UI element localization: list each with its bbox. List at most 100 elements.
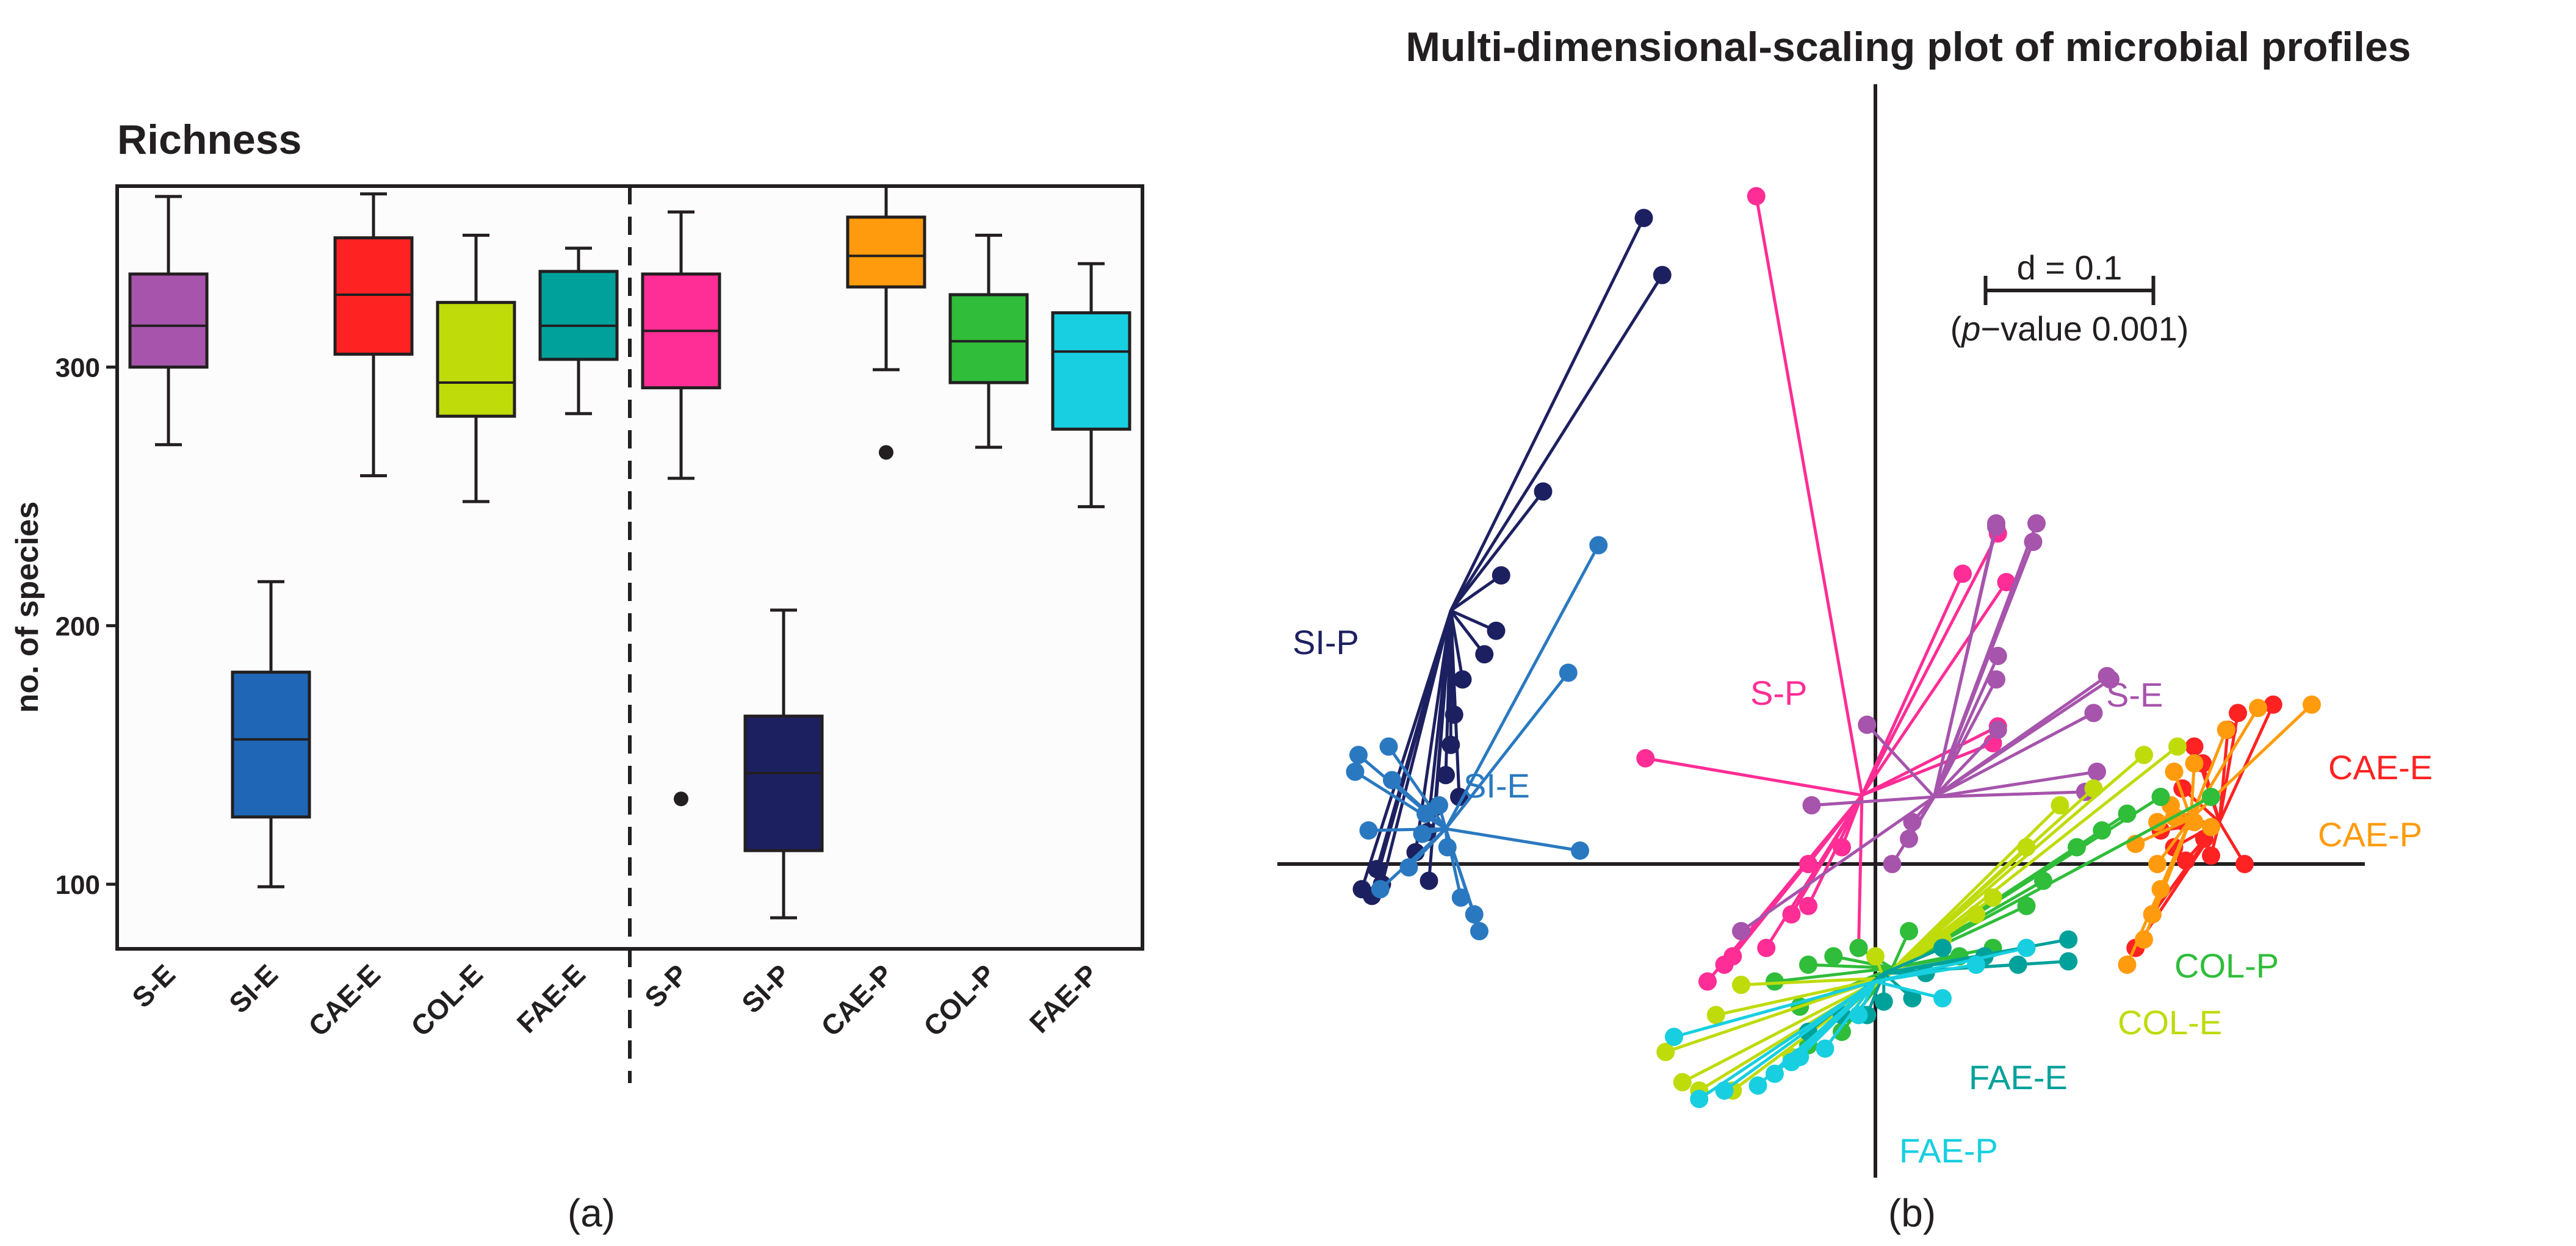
panel-b-label: (b) [1888, 1191, 1936, 1235]
spoke-si-p-14 [1360, 610, 1452, 890]
spoke-fae-p-1 [1875, 963, 1977, 983]
point-si-p-17 [1420, 871, 1438, 890]
point-si-e-2 [1571, 841, 1589, 860]
point-cae-p-13 [2143, 905, 2162, 924]
point-s-e-3 [2024, 533, 2043, 551]
spoke-col-e-12 [1681, 976, 1885, 1084]
point-col-p-3 [2093, 821, 2112, 840]
spoke-col-e-4 [1883, 846, 2028, 979]
spoke-s-p-4 [1860, 581, 2008, 796]
series-s-p [1636, 187, 2016, 991]
x-tick-label-s-p: S-P [638, 958, 694, 1014]
point-s-e-14 [2088, 762, 2106, 781]
point-fae-p-1 [1967, 956, 1985, 974]
point-col-p-10 [1849, 938, 1868, 957]
spoke-s-p-5 [1861, 725, 1999, 797]
point-fae-e-1 [2059, 952, 2078, 971]
box-iqr-cae-p [846, 215, 926, 289]
point-cae-e-9 [2202, 846, 2220, 865]
point-col-e-2 [2084, 779, 2103, 798]
series-col-e [1656, 737, 2187, 1100]
point-si-e-8 [1430, 796, 1448, 815]
point-si-p-13 [1368, 860, 1387, 879]
spoke-col-p-13 [1774, 967, 1892, 983]
point-cae-e-8 [2235, 855, 2254, 873]
spoke-si-p-5 [1449, 610, 1486, 655]
point-col-p-0 [2202, 788, 2220, 806]
point-fae-e-2 [2008, 956, 2027, 974]
spoke-fae-e-4 [1883, 946, 1943, 975]
point-si-e-1 [1559, 663, 1578, 682]
spoke-s-p-14 [1807, 794, 1863, 865]
spoke-cae-p-11 [2156, 818, 2193, 865]
point-fae-p-11 [1665, 1028, 1683, 1046]
mds-plot-panel: Multi-dimensional-scaling plot of microb… [1277, 24, 2433, 1235]
y-tick-label-200: 200 [56, 611, 100, 641]
point-s-p-1 [1636, 749, 1655, 768]
spoke-s-p-1 [1645, 757, 1863, 797]
group-label-si-e: SI-E [1463, 766, 1530, 805]
point-cae-p-12 [2151, 880, 2170, 899]
box-iqr-fae-p [1051, 311, 1131, 431]
group-label-cae-e: CAE-E [2328, 748, 2433, 787]
panel-a-label: (a) [568, 1191, 615, 1235]
x-tick-label-col-e: COL-E [405, 958, 489, 1042]
point-si-e-9 [1416, 804, 1435, 823]
point-si-e-12 [1399, 858, 1418, 877]
point-col-p-11 [1824, 947, 1843, 966]
point-fae-e-6 [1903, 989, 1922, 1007]
scale-bar: d = 0.1 (p−value 0.001) [1950, 248, 2189, 348]
spoke-fae-p-2 [1875, 980, 1943, 1000]
point-cae-p-15 [2118, 956, 2137, 974]
spoke-si-p-2 [1449, 490, 1545, 612]
point-cae-p-3 [2185, 754, 2204, 772]
point-si-e-5 [1379, 737, 1398, 756]
spoke-s-e-15 [1934, 790, 2085, 799]
point-cae-p-8 [2202, 818, 2220, 837]
box-col-e [436, 234, 516, 503]
point-cae-e-1 [2229, 704, 2247, 722]
spoke-s-p-9 [1765, 794, 1864, 949]
point-si-p-8 [1441, 735, 1460, 754]
point-si-e-10 [1438, 838, 1457, 857]
point-s-e-16 [1732, 922, 1750, 940]
x-tick-label-cae-e: CAE-E [302, 958, 386, 1042]
spoke-si-p-3 [1449, 574, 1503, 612]
spoke-si-p-18 [1449, 610, 1461, 798]
spoke-s-e-8 [1933, 729, 1999, 798]
spoke-s-p-0 [1755, 196, 1864, 796]
box-s-p [641, 210, 721, 807]
box-cae-p [846, 184, 926, 460]
point-fae-e-0 [2059, 930, 2078, 949]
box-iqr-s-e [128, 272, 209, 369]
point-fae-p-2 [1933, 989, 1952, 1007]
scale-bar-p-value: (p−value 0.001) [1950, 309, 2189, 348]
point-fae-p-10 [1690, 1090, 1709, 1108]
point-si-e-0 [1589, 536, 1608, 555]
point-cae-e-0 [2264, 695, 2282, 714]
point-col-p-1 [2151, 788, 2170, 806]
point-cae-p-14 [2135, 930, 2153, 949]
series-s-e [1732, 514, 2120, 940]
box-iqr-cae-e [333, 236, 414, 356]
point-s-e-5 [1987, 670, 2005, 689]
point-fae-p-0 [2017, 938, 2036, 957]
group-label-s-p: S-P [1750, 674, 1807, 712]
box-fae-e [538, 247, 619, 416]
outlier-cae-p-0 [879, 445, 893, 460]
point-cae-p-0 [2303, 695, 2321, 714]
spoke-s-e-5 [1933, 679, 1998, 798]
spoke-si-e-1 [1445, 671, 1570, 830]
series-cae-p [2118, 695, 2321, 974]
spoke-cae-e-0 [2218, 704, 2275, 823]
spoke-si-e-0 [1444, 544, 1600, 830]
richness-y-axis-label: no. of species [10, 502, 45, 713]
spoke-s-e-12 [1811, 795, 1935, 807]
point-col-p-4 [2068, 838, 2086, 857]
point-cae-e-12 [2176, 851, 2195, 870]
spoke-si-p-1 [1449, 274, 1664, 612]
point-si-p-4 [1487, 621, 1506, 640]
point-col-p-6 [2017, 896, 2036, 915]
point-cae-p-2 [2217, 721, 2235, 739]
